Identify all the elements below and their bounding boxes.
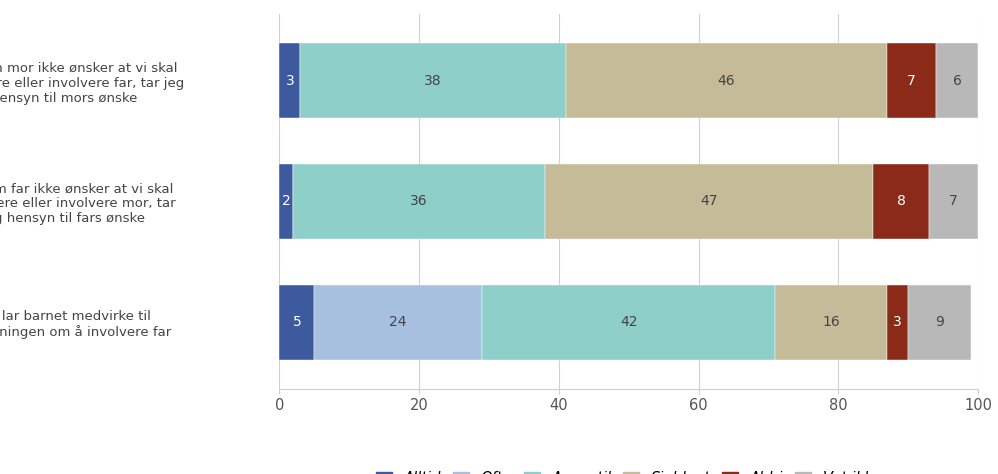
Bar xyxy=(887,43,936,118)
Bar xyxy=(936,43,978,118)
Bar xyxy=(566,43,887,118)
Text: 5: 5 xyxy=(292,315,301,329)
Text: 6: 6 xyxy=(953,73,961,88)
Bar xyxy=(279,164,293,239)
Bar xyxy=(775,285,887,360)
Text: 46: 46 xyxy=(718,73,736,88)
Bar xyxy=(293,164,545,239)
Text: 38: 38 xyxy=(424,73,442,88)
Text: 2: 2 xyxy=(282,194,290,209)
Bar xyxy=(908,285,971,360)
Bar xyxy=(314,285,482,360)
Text: 3: 3 xyxy=(893,315,902,329)
Text: 36: 36 xyxy=(410,194,428,209)
Text: 9: 9 xyxy=(935,315,944,329)
Text: 3: 3 xyxy=(285,73,294,88)
Text: 7: 7 xyxy=(907,73,916,88)
Text: 42: 42 xyxy=(620,315,638,329)
Text: 8: 8 xyxy=(897,194,905,209)
Bar xyxy=(279,285,314,360)
Legend: Alltid, Ofte, Av og til, Sjeldent, Aldri, Vet ikke: Alltid, Ofte, Av og til, Sjeldent, Aldri… xyxy=(376,471,881,474)
Bar xyxy=(929,164,978,239)
Bar xyxy=(279,43,300,118)
Bar xyxy=(873,164,929,239)
Text: 7: 7 xyxy=(949,194,958,209)
Text: 16: 16 xyxy=(822,315,840,329)
Text: 24: 24 xyxy=(389,315,407,329)
Bar xyxy=(887,285,908,360)
Bar xyxy=(545,164,873,239)
Bar xyxy=(482,285,775,360)
Bar xyxy=(300,43,566,118)
Text: 47: 47 xyxy=(701,194,718,209)
